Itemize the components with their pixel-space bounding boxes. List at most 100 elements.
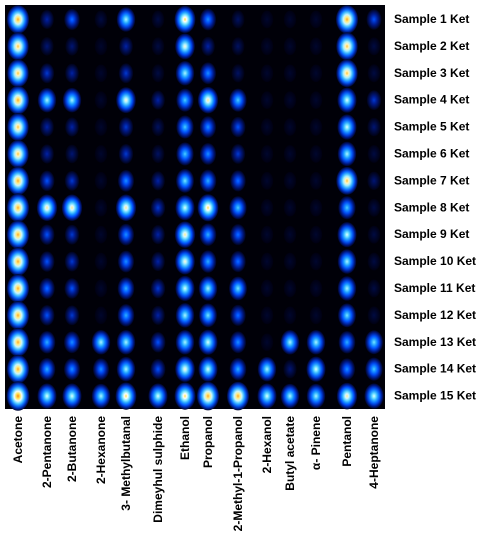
heatmap-cell [283,172,297,190]
heatmap-cell [367,64,381,83]
heatmap-cell [366,9,382,30]
heatmap-cell [6,220,30,249]
heatmap-cell [257,356,277,382]
heatmap-cell [62,87,82,113]
heatmap-cell [94,145,108,163]
heatmap-cell [260,198,274,217]
heatmap-cell [94,252,108,271]
heatmap-cell [175,329,195,355]
row-label: Sample 10 Ket [394,254,476,268]
heatmap-cell [39,170,55,192]
heatmap-cell [367,145,381,163]
row-labels: Sample 1 Ket Sample 2 Ket Sample 3 Ket Samp… [394,12,476,403]
heatmap-cell [336,32,358,61]
heatmap-cell [337,276,357,301]
heatmap-cell [176,142,194,166]
heatmap-cell [338,303,356,328]
column-label: Acetone [11,416,25,464]
heatmap-cell [150,331,166,353]
row-label: Sample 7 Ket [394,173,469,187]
heatmap-cell [260,279,274,298]
heatmap-cell [336,59,358,88]
heatmap-cell [150,358,166,380]
heatmap-cell [40,144,54,164]
heatmap-cell [199,169,217,193]
heatmap-cell [197,86,219,114]
heatmap-cell [174,5,196,34]
heatmap-cell [151,37,165,56]
heatmap-cell [64,224,80,245]
heatmap-cell [229,276,247,301]
heatmap-cell [148,383,168,409]
heatmap-cell [367,198,381,217]
heatmap-cell [337,249,357,274]
heatmap-cell [151,225,165,245]
column-label: Butyl acetate [283,416,297,491]
heatmap-cell [36,194,58,222]
heatmap-cell [119,36,133,56]
heatmap-cell [6,301,30,330]
heatmap-cell [283,252,297,271]
row-label: Sample 6 Ket [394,147,469,161]
heatmap-cell [175,303,195,328]
heatmap-cell [230,224,246,246]
row-label: Sample 9 Ket [394,227,469,241]
heatmap-cell [116,329,136,355]
heatmap-cell [231,64,245,83]
column-label: 4-Heptanone [367,416,381,489]
heatmap-cell [176,88,194,112]
heatmap-cell [117,223,135,246]
heatmap-cell [230,143,246,164]
heatmap-cell [367,225,381,244]
heatmap-cell [62,383,82,409]
heatmap-cell [94,37,108,56]
heatmap-cell [283,279,297,298]
column-label: 3- Methylbutanal [119,416,133,511]
column-label: Propanol [201,416,215,468]
heatmap-cell [6,274,30,303]
heatmap-cell [260,225,274,244]
heatmap-cell [367,117,381,137]
heatmap-cell [94,64,108,83]
column-label: α- Pinene [309,416,323,470]
column-label: Ethanol [178,416,192,460]
heatmap-cell [40,117,54,137]
heatmap-cell [306,383,326,409]
heatmap-cell [309,91,323,109]
heatmap-cell [40,37,54,56]
heatmap-cell [64,305,80,326]
heatmap-cell [61,194,83,222]
heatmap-cell [40,9,54,30]
heatmap-cell [199,303,217,328]
heatmap-cell [174,382,196,410]
heatmap-cell [230,304,246,326]
row-label: Sample 13 Ket [394,335,476,349]
heatmap-cell [283,145,297,163]
heatmap-cell [338,330,356,354]
heatmap-cell [65,37,79,56]
heatmap-cell [94,172,108,190]
heatmap-cell [7,139,29,168]
heatmap-cell [117,250,135,273]
heatmap-cell [335,5,359,34]
heatmap-cell [116,7,136,32]
heatmap-cell [260,64,274,83]
heatmap-cell [176,168,194,193]
heatmap-cell [367,306,381,325]
heatmap-cell [6,5,30,34]
heatmap-cells [6,5,384,411]
heatmap-cell [309,10,323,29]
column-label: 2-Hexanone [94,416,108,484]
heatmap-cell [37,383,57,409]
column-label: 2-Methyl-1-Propanol [231,416,245,531]
heatmap-cell [229,196,247,220]
heatmap-cell [175,60,195,86]
heatmap-cell [175,33,195,60]
row-label: Sample 2 Ket [394,39,469,53]
heatmap-cell [6,381,30,411]
heatmap-cell [337,114,357,140]
row-label: Sample 3 Ket [394,66,469,80]
heatmap-cell [309,37,323,56]
heatmap-cell [260,37,274,56]
